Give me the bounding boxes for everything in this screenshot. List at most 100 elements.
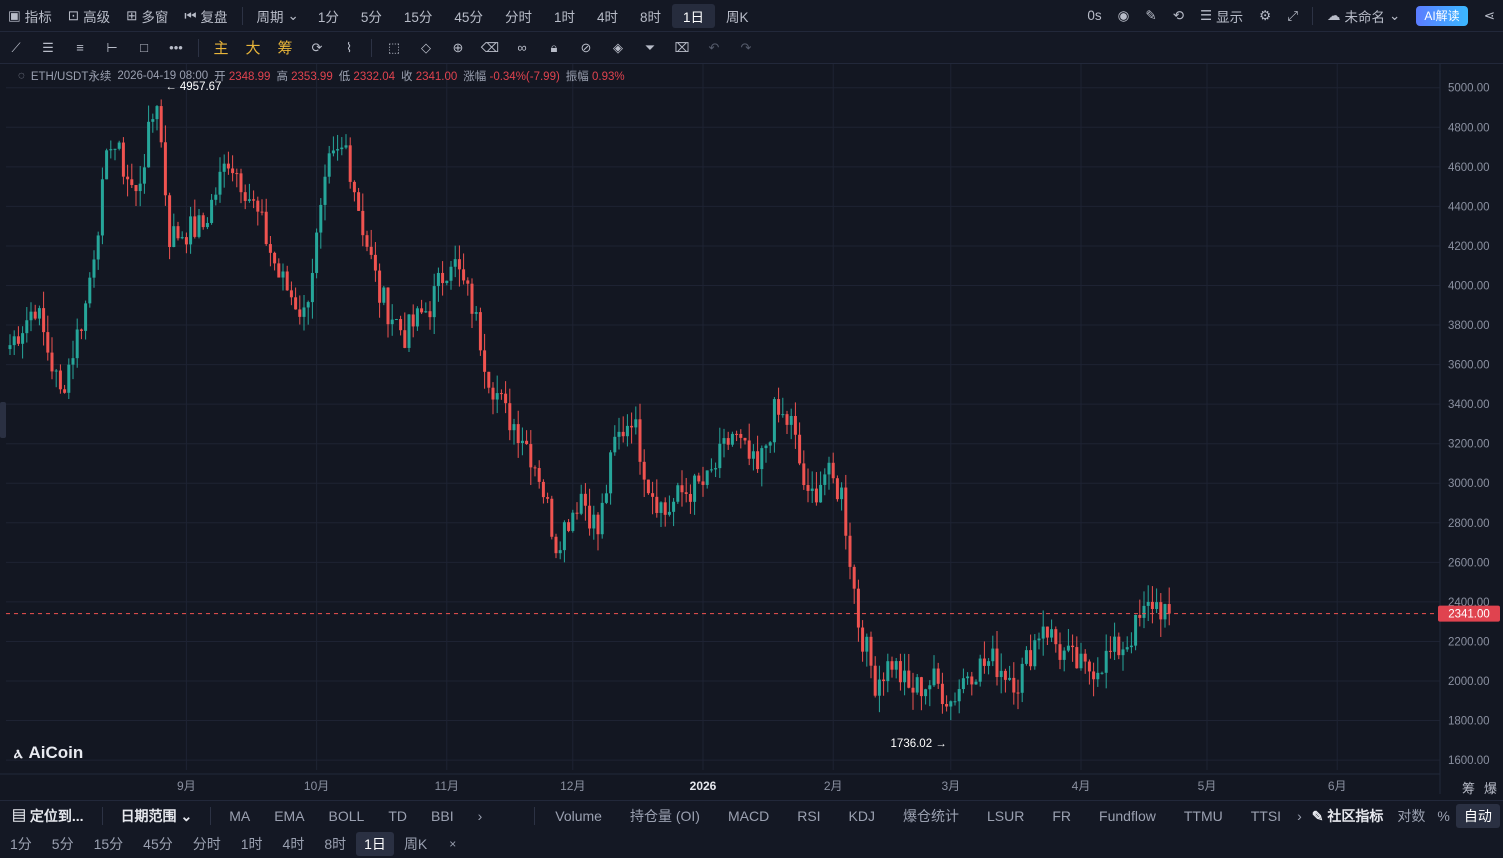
undo-icon[interactable]: ↶ <box>708 39 720 55</box>
community-indicator-button[interactable]: ✎ 社区指标 <box>1311 807 1384 824</box>
bottom-period-9[interactable]: 周K <box>403 836 428 852</box>
trendline-icon[interactable]: ⟋ <box>11 39 21 55</box>
zoom-icon[interactable]: ⊕ <box>452 39 464 55</box>
trash-icon[interactable]: ⌧ <box>674 39 690 55</box>
chip-distribution-button[interactable]: 筹 <box>277 40 293 57</box>
toggle-circle-icon[interactable]: ◌ <box>18 70 25 82</box>
auto-scale-toggle[interactable]: 自动 <box>1455 803 1500 828</box>
redo-icon[interactable]: ↷ <box>740 39 752 55</box>
candle-body <box>655 496 659 513</box>
period-3[interactable]: 45分 <box>454 9 483 25</box>
layout-dropdown[interactable]: ☁ 未命名 ⌄ <box>1327 7 1401 25</box>
period-8[interactable]: 1日 <box>672 3 716 28</box>
sub-indicator-8[interactable]: Fundflow <box>1099 807 1156 824</box>
select-icon[interactable]: ⬚ <box>387 39 401 55</box>
candle-body <box>852 566 856 589</box>
main-chart-button[interactable]: 主 <box>213 40 229 57</box>
ai-interpret-button[interactable]: AI解读 <box>1416 5 1468 26</box>
bottom-period-7[interactable]: 8时 <box>324 836 347 852</box>
toolbar-replay-button[interactable]: ⏮ 复盘 <box>176 4 235 28</box>
x-tick-label: 3月 <box>941 779 960 793</box>
expand-icon[interactable]: ⤢ <box>1287 7 1299 23</box>
brush-icon[interactable]: ⌇ <box>345 39 353 55</box>
ohlc-info-line: ◌ ETH/USDT永续 2026-04-19 08:00 开 2348.99 … <box>18 68 625 84</box>
bottom-period-5[interactable]: 1时 <box>240 836 263 852</box>
sub-indicator-10[interactable]: TTSI <box>1250 807 1282 824</box>
sub-indicator-3[interactable]: RSI <box>797 807 821 824</box>
rectangle-icon[interactable]: □ <box>140 40 148 55</box>
sub-indicator-7[interactable]: FR <box>1052 807 1072 824</box>
sub-indicator-1[interactable]: 持仓量 (OI) <box>629 807 700 824</box>
date-range-button[interactable]: 日期范围 ⌄ <box>120 807 193 824</box>
share-icon[interactable]: ⋖ <box>1483 7 1495 23</box>
candle-body <box>1155 602 1159 609</box>
period-4[interactable]: 分时 <box>504 9 532 25</box>
candle-body <box>344 145 348 148</box>
eraser-icon[interactable]: ⌫ <box>480 39 500 55</box>
candle-body <box>193 216 197 237</box>
period-dropdown[interactable]: 周期 ⌄ <box>256 7 299 25</box>
fullscreen-alt-icon[interactable]: ⟲ <box>1172 7 1184 23</box>
horizontal-lines-icon[interactable]: ≡ <box>76 40 84 55</box>
period-2[interactable]: 15分 <box>403 9 433 25</box>
aicoin-logo: ⲁ AiCoin <box>14 743 84 762</box>
pencil-icon[interactable]: ✎ <box>1145 7 1157 23</box>
display-button[interactable]: ☰ 显示 <box>1200 7 1244 25</box>
candle-body <box>583 493 587 506</box>
close-icon[interactable]: × <box>449 837 457 851</box>
layers-icon[interactable]: ◈ <box>613 39 623 55</box>
locate-button[interactable]: ▤ 定位到... <box>12 807 84 824</box>
sub-indicator-0[interactable]: Volume <box>555 807 602 824</box>
candle-body <box>420 308 424 313</box>
toolbar-advanced-button[interactable]: ⊡ 高级 <box>60 4 118 28</box>
toolbar-indicator-button[interactable]: ▣ 指标 <box>0 4 60 28</box>
main-indicator-boll[interactable]: BOLL <box>328 807 365 824</box>
percent-toggle[interactable]: % <box>1437 807 1450 824</box>
sync-icon[interactable]: ⟳ <box>311 39 323 55</box>
period-5[interactable]: 1时 <box>553 9 575 25</box>
period-9[interactable]: 周K <box>726 9 749 25</box>
period-1[interactable]: 5分 <box>360 9 382 25</box>
chevron-right-icon[interactable]: › <box>477 807 483 824</box>
sub-indicator-2[interactable]: MACD <box>727 807 770 824</box>
horizontal-ray-icon[interactable]: ⊢ <box>106 39 118 55</box>
bottom-period-0[interactable]: 1分 <box>10 836 32 852</box>
period-0[interactable]: 1分 <box>317 9 339 25</box>
bottom-period-1[interactable]: 5分 <box>51 836 74 852</box>
chart-svg[interactable]: 1600.001800.002000.002200.002400.002600.… <box>0 64 1503 800</box>
candle-body <box>554 536 558 554</box>
hide-icon[interactable]: ⊘ <box>580 39 592 55</box>
candle-body <box>1075 647 1079 669</box>
magnet-icon[interactable]: ∞ <box>517 40 527 55</box>
dots-icon[interactable]: ••• <box>169 40 183 55</box>
bottom-period-3[interactable]: 45分 <box>143 836 173 852</box>
bottom-period-8[interactable]: 1日 <box>356 832 394 856</box>
sub-indicator-4[interactable]: KDJ <box>848 807 875 824</box>
sub-indicator-9[interactable]: TTMU <box>1183 807 1223 824</box>
bottom-period-2[interactable]: 15分 <box>93 836 124 852</box>
candlestick-chart[interactable]: 1600.00 1800.00 2000.00 2200.00 2400.00 2600.… <box>0 64 1503 800</box>
toolbar-multiwindow-button[interactable]: ⊞ 多窗 <box>118 4 176 28</box>
ruler-icon[interactable]: ◇ <box>421 39 431 55</box>
lock-icon[interactable]: 🔒︎ <box>550 39 558 55</box>
bottom-period-4[interactable]: 分时 <box>192 836 221 852</box>
main-indicator-td[interactable]: TD <box>388 807 408 824</box>
filter-icon[interactable]: ⏷ <box>644 39 656 55</box>
main-indicator-ma[interactable]: MA <box>229 807 251 824</box>
candle-body <box>529 444 533 468</box>
sub-indicator-5[interactable]: 爆仓统计 <box>903 807 959 824</box>
period-6[interactable]: 4时 <box>596 9 618 25</box>
sub-indicator-6[interactable]: LSUR <box>987 807 1025 824</box>
big-order-button[interactable]: 大 <box>245 40 261 57</box>
candle-body <box>936 668 940 684</box>
candle-body <box>1142 605 1146 618</box>
parallel-lines-icon[interactable]: ☰ <box>42 39 54 55</box>
settings-icon[interactable]: ⚙ <box>1259 7 1272 23</box>
period-7[interactable]: 8时 <box>639 9 661 25</box>
camera-icon[interactable]: ◉ <box>1117 7 1130 23</box>
chevron-right-icon[interactable]: › <box>1297 807 1302 824</box>
main-indicator-ema[interactable]: EMA <box>274 807 305 824</box>
log-scale-toggle[interactable]: 对数 <box>1397 807 1426 824</box>
bottom-period-6[interactable]: 4时 <box>282 836 305 852</box>
main-indicator-bbi[interactable]: BBI <box>431 807 454 824</box>
